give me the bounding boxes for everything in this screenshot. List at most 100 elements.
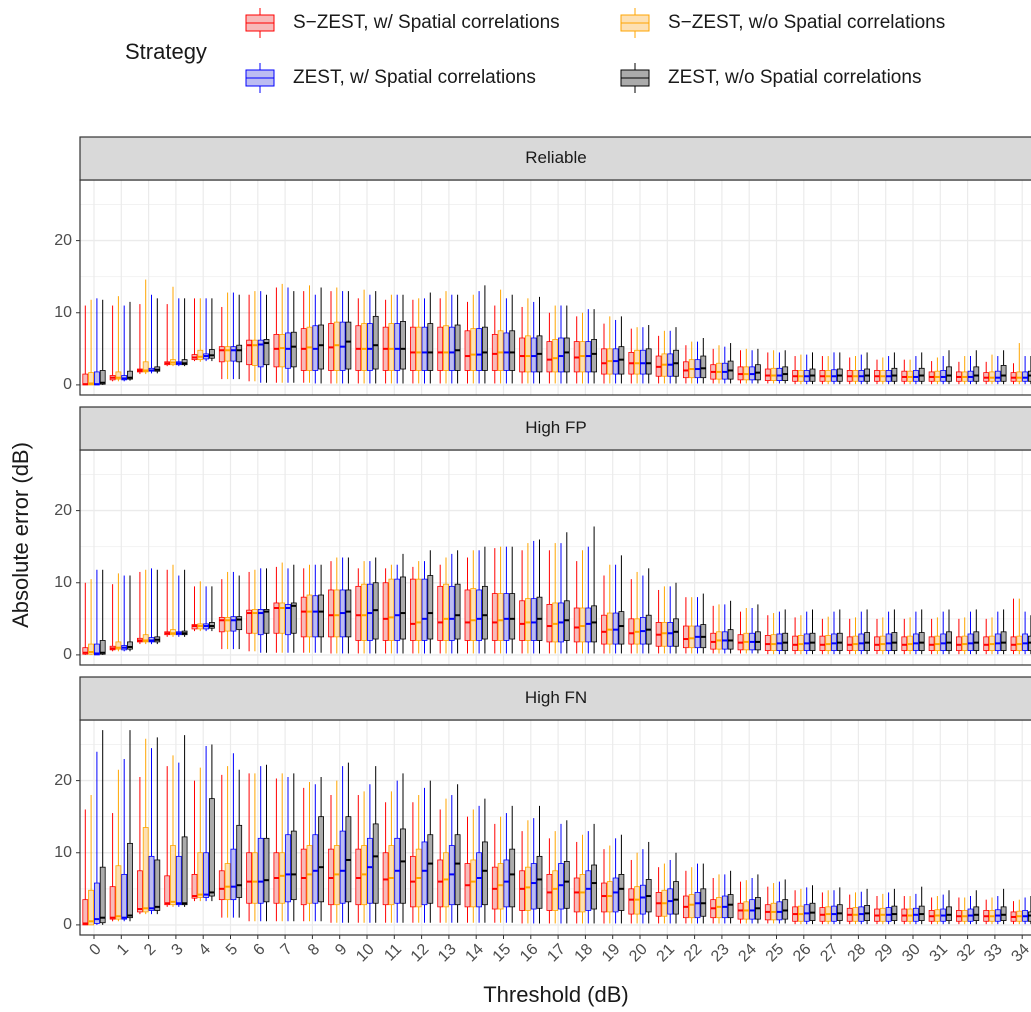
box: [94, 371, 100, 386]
box: [928, 636, 935, 651]
box: [497, 863, 504, 910]
box: [409, 326, 416, 371]
box: [345, 321, 352, 370]
box: [770, 367, 777, 381]
box: [770, 634, 777, 651]
x-tick-label: 24: [735, 941, 760, 966]
box: [115, 641, 122, 650]
box: [1000, 631, 1007, 651]
box: [318, 594, 325, 638]
box: [946, 906, 952, 921]
box: [497, 330, 504, 371]
x-tick-label: 31: [927, 941, 952, 966]
box: [388, 323, 395, 371]
box: [285, 603, 291, 636]
box: [509, 593, 516, 640]
box: [776, 901, 783, 921]
strip-label: High FP: [525, 418, 586, 437]
box: [400, 828, 406, 904]
box: [628, 618, 635, 645]
box: [345, 589, 352, 638]
box: [312, 834, 319, 904]
box: [476, 589, 483, 641]
box: [1016, 371, 1023, 382]
box: [536, 855, 543, 909]
box: [573, 607, 580, 643]
x-tick-label: 2: [141, 941, 159, 959]
box: [437, 859, 444, 908]
box: [530, 337, 537, 373]
box: [994, 633, 1001, 651]
box: [421, 326, 428, 371]
box: [645, 348, 652, 375]
box: [236, 824, 243, 898]
box: [503, 593, 510, 641]
box: [312, 595, 319, 638]
box: [94, 643, 100, 656]
strip-label: Reliable: [525, 148, 586, 167]
box: [257, 837, 264, 904]
box: [236, 344, 243, 363]
y-tick-label: 10: [54, 574, 72, 591]
box: [864, 632, 870, 651]
box: [601, 882, 607, 913]
x-tick-label: 11: [381, 941, 405, 965]
y-tick-label: 0: [63, 376, 72, 393]
strip: [79, 406, 1031, 451]
x-tick-label: 18: [572, 941, 597, 966]
strip-label: High FN: [525, 688, 587, 707]
x-tick-label: 26: [790, 941, 815, 966]
y-tick-label: 10: [54, 844, 72, 861]
box: [579, 607, 586, 643]
box: [792, 635, 798, 651]
legend-label: ZEST, w/o Spatial correlations: [668, 67, 921, 88]
box: [230, 616, 237, 632]
box: [967, 633, 974, 651]
box: [525, 598, 531, 641]
box: [251, 852, 258, 904]
x-tick-label: 23: [708, 941, 733, 966]
box: [437, 326, 444, 371]
box: [519, 600, 525, 641]
box: [481, 585, 488, 640]
box: [591, 864, 597, 910]
box: [470, 859, 477, 908]
box: [946, 366, 952, 382]
box: [994, 370, 1001, 382]
box: [913, 633, 919, 651]
box: [285, 834, 291, 903]
box: [246, 339, 253, 366]
box: [170, 845, 176, 906]
box: [989, 371, 995, 382]
box: [618, 873, 625, 911]
box: [197, 852, 204, 898]
box: [388, 845, 395, 906]
box: [1000, 906, 1007, 921]
box: [88, 643, 94, 655]
box: [618, 611, 625, 645]
strip: [79, 136, 1031, 181]
box: [208, 798, 215, 897]
x-tick-label: 22: [681, 941, 706, 966]
box: [1010, 636, 1017, 651]
box: [803, 633, 810, 651]
box: [257, 609, 264, 636]
legend-label: S−ZEST, w/o Spatial correlations: [668, 12, 945, 33]
x-tick-label: 21: [654, 941, 679, 966]
box: [154, 859, 161, 911]
box: [798, 635, 804, 651]
x-tick-label: 4: [196, 941, 214, 959]
box: [819, 635, 826, 651]
box: [694, 892, 701, 919]
box: [328, 848, 334, 906]
box: [601, 348, 607, 375]
box: [306, 326, 313, 371]
box: [279, 333, 286, 368]
box: [563, 861, 570, 909]
x-tick-label: 34: [1008, 941, 1031, 966]
box: [127, 842, 133, 919]
box: [333, 321, 340, 371]
box: [776, 633, 783, 651]
box: [115, 371, 122, 380]
box: [491, 333, 498, 371]
